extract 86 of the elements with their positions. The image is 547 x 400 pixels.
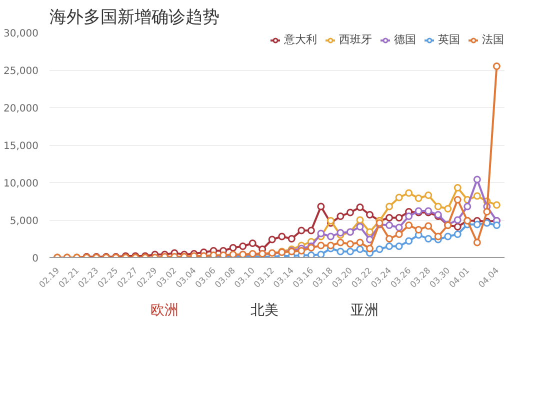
point (317, 202, 325, 210)
point (483, 208, 491, 216)
text: 亚洲 (350, 302, 378, 318)
point (376, 246, 384, 253)
point (317, 250, 325, 258)
legend-label: 法国 (482, 32, 504, 47)
point (268, 236, 276, 244)
point (278, 232, 286, 240)
point (229, 244, 237, 252)
point (473, 238, 481, 246)
point (326, 217, 334, 224)
legend-label: 英国 (438, 32, 460, 47)
point (336, 238, 344, 246)
point (317, 242, 325, 250)
point (473, 192, 481, 200)
legend-label: 意大利 (284, 32, 317, 47)
point (473, 220, 481, 228)
point (454, 223, 462, 230)
point (405, 222, 413, 229)
chart-title: 海外多国新增确诊趋势 (50, 8, 220, 28)
point (454, 216, 462, 224)
point (492, 222, 500, 229)
point (386, 222, 394, 229)
point (454, 230, 462, 238)
point (298, 226, 306, 234)
point (434, 232, 442, 240)
point (424, 222, 432, 230)
point (464, 202, 472, 210)
point (473, 176, 481, 184)
point (395, 224, 403, 232)
y-tick-label: 30,000 (4, 28, 39, 40)
point (366, 228, 374, 236)
text: 北美 (250, 302, 278, 318)
y-tick-label: 15,000 (4, 141, 39, 152)
point (346, 248, 354, 256)
point (356, 223, 364, 230)
y-tick-label: 0 (32, 254, 39, 264)
point (492, 201, 500, 209)
point (386, 235, 394, 242)
point (395, 242, 403, 250)
point (307, 252, 315, 258)
point (346, 208, 354, 216)
point (414, 226, 422, 234)
legend-label: 西班牙 (339, 32, 372, 47)
point (386, 242, 394, 250)
point (424, 235, 432, 242)
point (366, 244, 374, 252)
point (336, 229, 344, 236)
point (356, 204, 364, 211)
point (405, 237, 413, 245)
point (405, 212, 413, 220)
point (356, 238, 364, 246)
point (405, 189, 413, 197)
point (298, 247, 306, 254)
point (444, 205, 452, 212)
point (492, 62, 500, 70)
point (336, 248, 344, 256)
point (424, 192, 432, 199)
point (386, 214, 394, 222)
point (248, 240, 256, 247)
point (395, 230, 403, 238)
point (386, 202, 394, 210)
y-tick-label: 10,000 (4, 178, 39, 190)
point (414, 194, 422, 202)
point (307, 226, 315, 234)
point (366, 211, 374, 218)
point (454, 196, 462, 204)
point (356, 246, 364, 253)
point (326, 242, 334, 250)
point (239, 242, 247, 250)
point (317, 230, 325, 238)
point (434, 202, 442, 210)
point (336, 212, 344, 220)
y-tick-label: 20,000 (4, 104, 39, 114)
point (444, 232, 452, 240)
y-tick-label: 5,000 (10, 216, 39, 227)
point (346, 240, 354, 248)
point (454, 184, 462, 192)
text: 欧洲 (150, 302, 178, 318)
point (288, 235, 296, 242)
point (395, 214, 403, 222)
legend-label: 德国 (394, 32, 416, 47)
point (326, 232, 334, 240)
y-tick-label: 25,000 (4, 66, 39, 77)
point (395, 194, 403, 202)
point (356, 216, 364, 224)
